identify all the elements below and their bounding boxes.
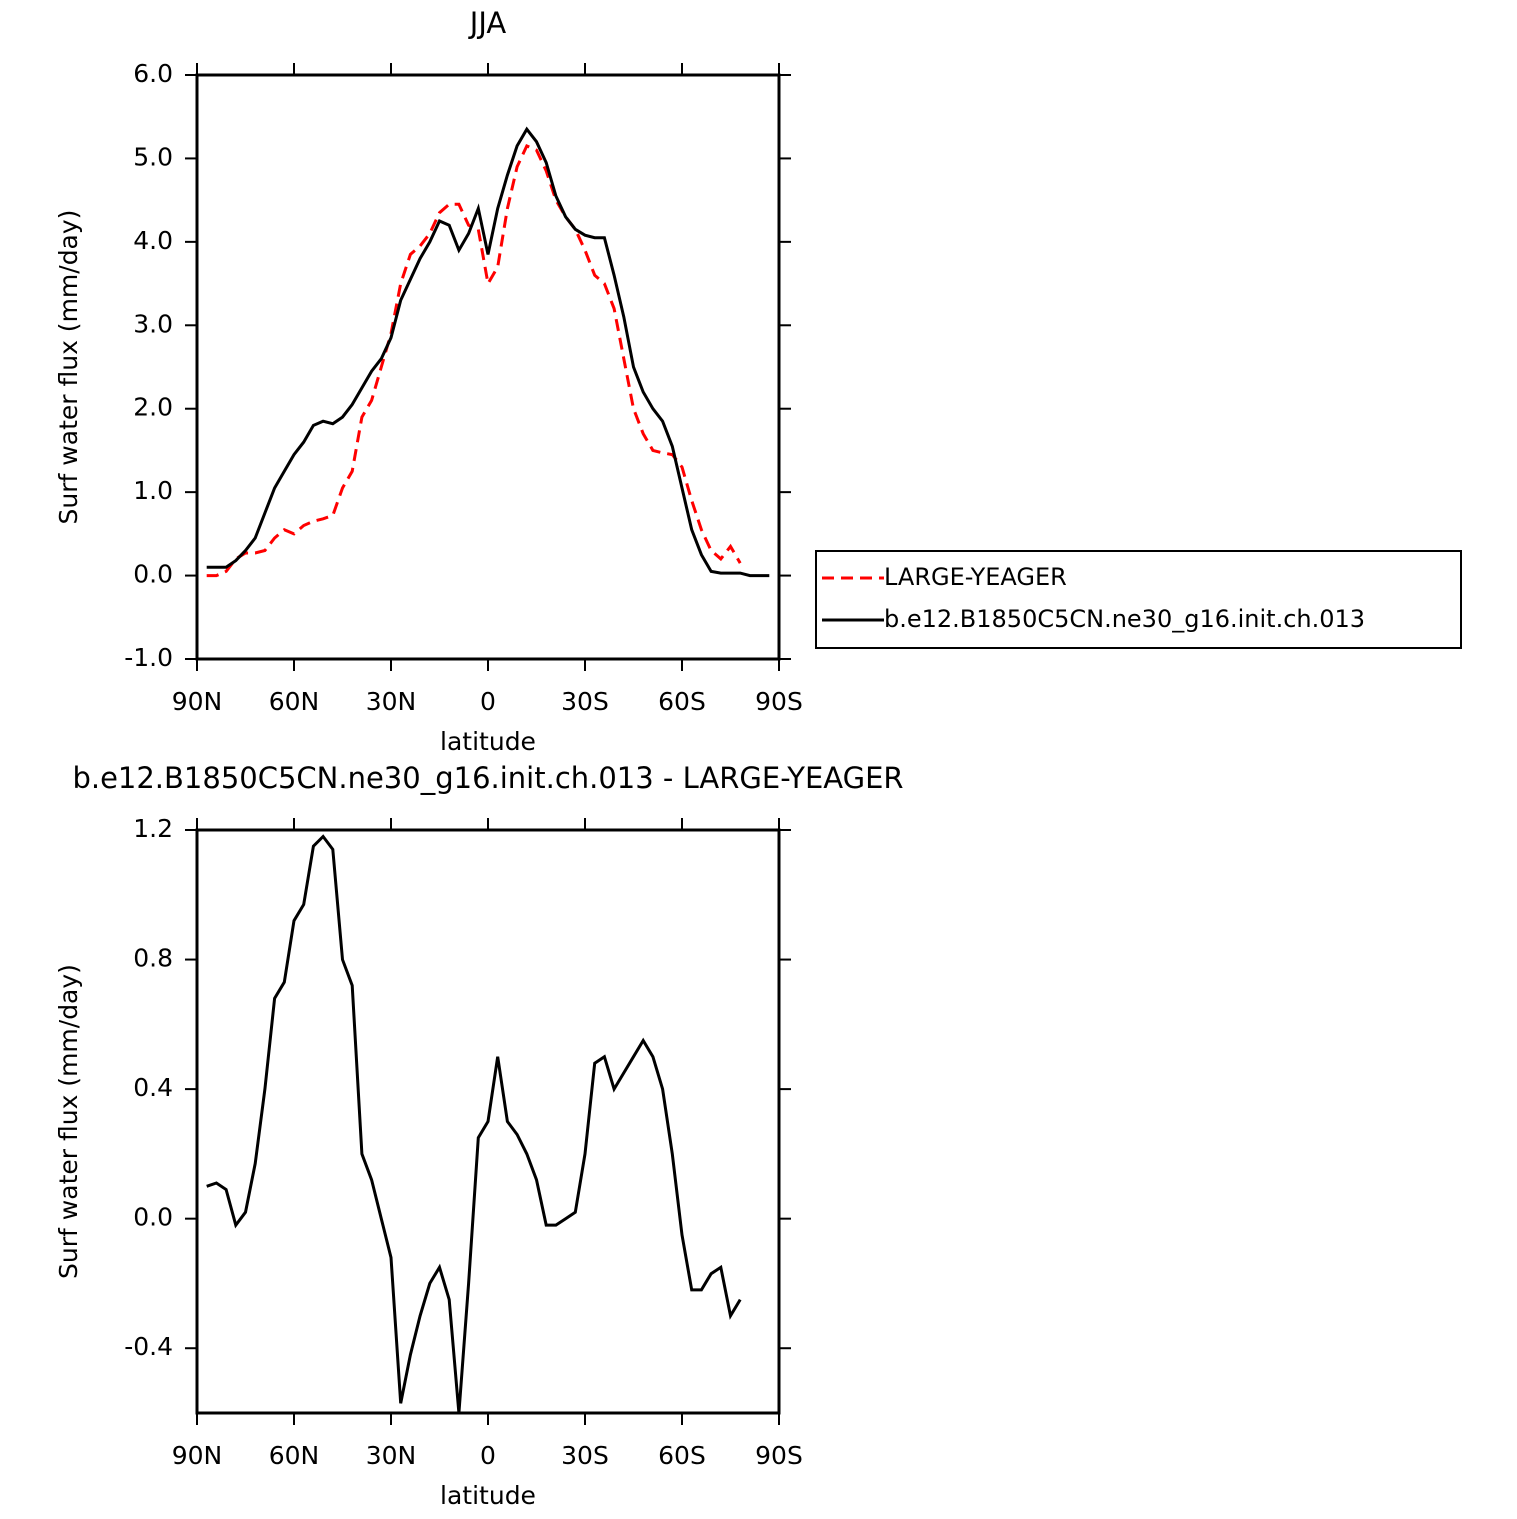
y-axis-label: Surf water flux (mm/day) [54, 964, 83, 1279]
data-line [206, 143, 742, 578]
y-tick-label: 4.0 [133, 226, 173, 255]
x-tick-label: 90S [755, 1441, 803, 1470]
plot-frame [195, 73, 781, 661]
y-tick-label: 0.8 [133, 944, 173, 973]
y-tick-label: 0.0 [133, 1203, 173, 1232]
data-line [206, 126, 770, 578]
x-tick-label: 0 [480, 687, 496, 716]
legend-label: b.e12.B1850C5CN.ne30_g16.init.ch.013 [884, 605, 1365, 633]
x-tick-label: 0 [480, 1441, 496, 1470]
y-axis-label: Surf water flux (mm/day) [54, 210, 83, 525]
x-tick-label: 30N [366, 687, 417, 716]
legend-box [815, 550, 1462, 649]
x-tick-label: 60S [658, 1441, 706, 1470]
chart-title: JJA [468, 6, 507, 40]
x-tick-label: 90S [755, 687, 803, 716]
x-tick-label: 30S [561, 1441, 609, 1470]
x-tick-label: 60N [269, 1441, 320, 1470]
y-tick-label: 0.4 [133, 1073, 173, 1102]
legend-label: LARGE-YEAGER [884, 563, 1067, 591]
y-tick-label: 1.2 [133, 814, 173, 843]
x-tick-label: 60N [269, 687, 320, 716]
y-tick-label: 5.0 [133, 142, 173, 171]
y-tick-label: 0.0 [133, 560, 173, 589]
x-axis-label: latitude [440, 1481, 536, 1510]
x-tick-label: 90N [172, 687, 223, 716]
x-tick-label: 60S [658, 687, 706, 716]
y-tick-label: 1.0 [133, 476, 173, 505]
y-tick-label: 6.0 [133, 59, 173, 88]
plot-frame [195, 828, 781, 1415]
y-tick-label: 2.0 [133, 393, 173, 422]
x-tick-label: 30N [366, 1441, 417, 1470]
data-line [206, 834, 742, 1414]
y-tick-label: -1.0 [124, 643, 173, 672]
y-tick-label: 3.0 [133, 309, 173, 338]
x-tick-label: 30S [561, 687, 609, 716]
x-axis-label: latitude [440, 727, 536, 756]
x-tick-label: 90N [172, 1441, 223, 1470]
y-tick-label: -0.4 [124, 1332, 173, 1361]
chart-title: b.e12.B1850C5CN.ne30_g16.init.ch.013 - L… [72, 761, 903, 795]
